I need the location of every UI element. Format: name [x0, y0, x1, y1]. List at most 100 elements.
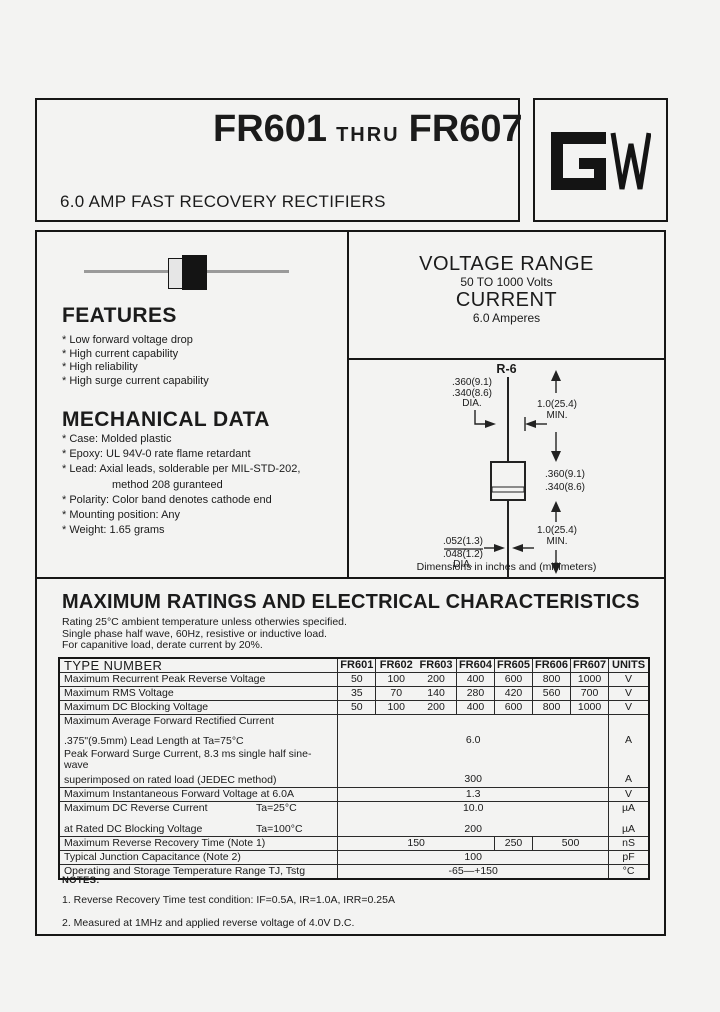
row-value: 800: [533, 701, 572, 715]
row-value: 100: [338, 851, 610, 865]
mechanical-list: * Case: Molded plastic * Epoxy: UL 94V-0…: [62, 432, 300, 538]
rating-conditions: Rating 25°C ambient temperature unless o…: [62, 616, 347, 651]
row-label: Typical Junction Capacitance (Note 2): [60, 851, 339, 865]
row-unit: A: [625, 734, 633, 746]
feature-item: * High reliability: [62, 361, 138, 373]
row-value: 600: [494, 701, 534, 715]
row-value: 1000: [571, 701, 610, 715]
row-value: 50: [338, 673, 377, 687]
mechanical-item: * Mounting position: Any: [62, 509, 181, 522]
row-unit: nS: [609, 837, 648, 851]
mechanical-item: * Polarity: Color band denotes cathode e…: [62, 493, 272, 506]
row-unit: µA: [622, 802, 636, 814]
row-value: 600: [494, 673, 534, 687]
row-value: 100: [376, 701, 417, 715]
row-value: 280: [456, 687, 495, 701]
part-number-from: FR601: [213, 108, 328, 150]
column-header: TYPE NUMBER: [60, 659, 339, 673]
ratings-table: TYPE NUMBER FR601 FR602 FR603 FR604 FR60…: [58, 657, 650, 880]
row-value: 200: [338, 823, 610, 837]
column-header: FR603: [416, 659, 457, 673]
row-value: 1.3: [338, 788, 610, 802]
table-row: Maximum DC Reverse Current Ta=25°C 10.0 …: [60, 802, 648, 823]
column-header: FR601: [338, 659, 377, 673]
voltage-summary: VOLTAGE RANGE 50 TO 1000 Volts CURRENT 6…: [349, 232, 664, 360]
row-label: Maximum RMS Voltage: [60, 687, 339, 701]
row-label: at Rated DC Blocking Voltage Ta=100°C: [60, 823, 339, 837]
row-label: Maximum Average Forward Rectified Curren…: [60, 715, 339, 748]
table-row: Maximum Recurrent Peak Reverse Voltage 5…: [60, 673, 648, 687]
top-lead-diameter: .360(9.1) .340(8.6) DIA.: [451, 377, 493, 409]
row-value: 560: [533, 687, 572, 701]
body-dimension: .360(9.1) .340(8.6): [544, 469, 586, 493]
features-list: * Low forward voltage drop * High curren…: [62, 334, 209, 388]
ratings-section: MAXIMUM RATINGS AND ELECTRICAL CHARACTER…: [37, 579, 664, 932]
table-row: Maximum Reverse Recovery Time (Note 1) 1…: [60, 837, 648, 851]
bottom-lead-length: 1.0(25.4) MIN.: [536, 525, 578, 547]
test-condition: Ta=25°C: [256, 802, 297, 814]
bottom-lead-diameter: .052(1.3) .048(1.2) DIA.: [442, 536, 484, 570]
ratings-heading: MAXIMUM RATINGS AND ELECTRICAL CHARACTER…: [62, 591, 640, 613]
mechanical-item: * Weight: 1.65 grams: [62, 524, 165, 537]
row-label: Maximum DC Blocking Voltage: [60, 701, 339, 715]
row-label: Peak Forward Surge Current, 8.3 ms singl…: [60, 748, 339, 788]
row-label: Maximum Instantaneous Forward Voltage at…: [60, 788, 339, 802]
column-header: FR602: [376, 659, 417, 673]
row-unit: A: [609, 748, 648, 788]
row-unit: µA: [609, 823, 648, 837]
notes-heading: NOTES:: [62, 875, 100, 886]
row-value: -65—+150: [338, 865, 610, 878]
row-unit: V: [609, 673, 648, 687]
mechanical-item: * Epoxy: UL 94V-0 rate flame retardant: [62, 448, 251, 461]
row-value: 700: [571, 687, 610, 701]
table-row: Operating and Storage Temperature Range …: [60, 865, 648, 878]
mechanical-heading: MECHANICAL DATA: [62, 408, 270, 431]
mechanical-item: * Lead: Axial leads, solderable per MIL-…: [62, 463, 301, 476]
row-value: 400: [456, 701, 495, 715]
row-value: 400: [456, 673, 495, 687]
row-value: 50: [338, 701, 377, 715]
column-header: FR606: [533, 659, 572, 673]
top-section: FEATURES * Low forward voltage drop * Hi…: [37, 232, 664, 579]
column-header: FR605: [494, 659, 534, 673]
current-value: 6.0 Amperes: [472, 311, 541, 325]
table-row: Maximum Instantaneous Forward Voltage at…: [60, 788, 648, 802]
table-row: Peak Forward Surge Current, 8.3 ms singl…: [60, 748, 648, 788]
right-section: VOLTAGE RANGE 50 TO 1000 Volts CURRENT 6…: [349, 232, 664, 578]
diode-body: [182, 255, 207, 290]
main-content-box: FEATURES * Low forward voltage drop * Hi…: [35, 230, 666, 936]
diagram-caption: Dimensions in inches and (millimeters): [416, 561, 597, 573]
row-value: 250: [494, 837, 534, 851]
row-unit: V: [609, 788, 648, 802]
table-row: at Rated DC Blocking Voltage Ta=100°C 20…: [60, 823, 648, 837]
row-value: 300: [338, 748, 610, 788]
part-number-to: FR607: [408, 108, 523, 150]
row-value: 10.0: [338, 802, 610, 823]
feature-item: * High current capability: [62, 347, 179, 360]
row-unit: V: [609, 701, 648, 715]
row-label: Maximum DC Reverse Current Ta=25°C: [60, 802, 339, 823]
table-header-row: TYPE NUMBER FR601 FR602 FR603 FR604 FR60…: [60, 659, 648, 673]
page-title: FR601 THRU FR607: [213, 108, 523, 151]
logo-box: [533, 98, 668, 222]
table-row: Maximum RMS Voltage 35 70 140 280 420 56…: [60, 687, 648, 701]
mechanical-item: * Case: Molded plastic: [62, 433, 172, 445]
current-label: CURRENT: [455, 289, 558, 311]
features-panel: FEATURES * Low forward voltage drop * Hi…: [37, 232, 349, 577]
column-header: FR607: [571, 659, 610, 673]
title-box: FR601 THRU FR607 6.0 AMP FAST RECOVERY R…: [35, 98, 523, 222]
column-header: FR604: [456, 659, 495, 673]
test-condition: Ta=100°C: [256, 823, 303, 835]
note-item: 1. Reverse Recovery Time test condition:…: [62, 894, 395, 906]
row-unit: V: [609, 687, 648, 701]
row-value: 140: [416, 687, 457, 701]
package-diagram: R-6 .360(9.1) .340(8.6) DIA. 1.0(25.4) M…: [349, 360, 664, 578]
table-row: Maximum DC Blocking Voltage 50 100 200 4…: [60, 701, 648, 715]
features-heading: FEATURES: [62, 304, 177, 327]
row-value: 6.0: [338, 715, 610, 748]
row-label: Operating and Storage Temperature Range …: [60, 865, 339, 878]
row-value: 200: [416, 673, 457, 687]
thru-label: THRU: [336, 124, 400, 146]
row-value: 150: [338, 837, 495, 851]
